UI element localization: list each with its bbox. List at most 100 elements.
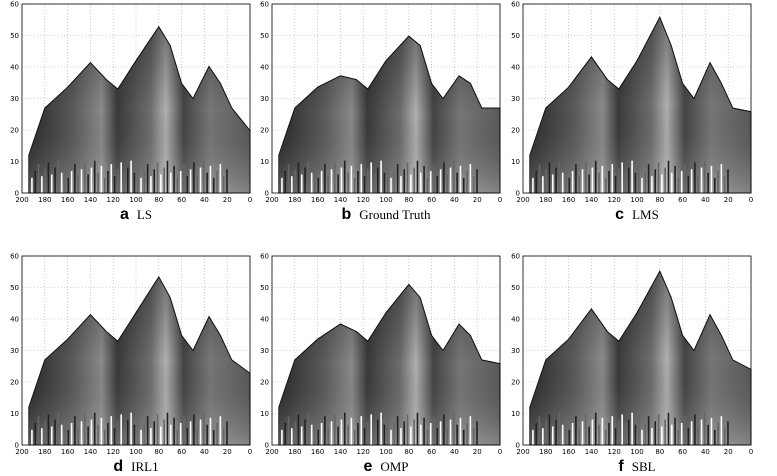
y-tick-label: 10 xyxy=(10,158,19,166)
surface-stripe xyxy=(439,169,442,193)
surface-stripe xyxy=(416,412,419,445)
surface-stripe xyxy=(50,426,53,445)
surface-stripe xyxy=(169,172,172,193)
y-tick-label: 0 xyxy=(265,442,269,450)
y-tick-label: 40 xyxy=(511,64,520,72)
y-tick-label: 30 xyxy=(511,95,520,103)
y-tick-label: 10 xyxy=(260,410,269,418)
surface-stripe xyxy=(216,423,218,445)
surface-stripe xyxy=(97,424,99,445)
surface-stripe xyxy=(611,164,614,193)
surface-stripe xyxy=(87,426,89,445)
surface-stripe xyxy=(446,426,449,445)
plot-frame xyxy=(271,255,501,446)
surface-stripe xyxy=(631,160,633,193)
surface-stripe xyxy=(350,417,353,445)
surface-stripe xyxy=(67,429,70,445)
surface-stripe xyxy=(126,167,129,193)
y-tick-label: 50 xyxy=(260,32,269,40)
surface-stripe xyxy=(153,169,156,193)
surface-stripe xyxy=(591,167,594,193)
surface-stripe xyxy=(103,429,106,445)
surface-stripe xyxy=(376,167,379,193)
surface-stripe xyxy=(80,421,83,445)
surface-stripe xyxy=(548,414,551,445)
surface-stripe xyxy=(347,424,349,445)
surface-stripe xyxy=(107,171,109,193)
surface-stripe xyxy=(469,416,472,445)
surface-stripe xyxy=(637,417,640,445)
surface-stripe xyxy=(624,426,627,445)
surface-stripe xyxy=(700,419,703,445)
surface-stripe xyxy=(150,176,152,193)
panel-letter: f xyxy=(618,458,624,475)
surface-stripe xyxy=(380,160,382,193)
y-tick-label: 60 xyxy=(511,253,520,261)
plot-frame xyxy=(522,3,752,194)
surface-stripe xyxy=(545,169,547,193)
surface-stripe xyxy=(723,176,726,193)
surface-stripe xyxy=(80,169,83,193)
x-tick-label: 100 xyxy=(379,196,392,204)
surface-stripe xyxy=(571,171,574,193)
surface-stripe xyxy=(222,428,225,445)
surface-stripe xyxy=(413,167,415,193)
surface-stripe xyxy=(472,176,475,193)
x-tick-label: 20 xyxy=(724,448,733,456)
surface-stripe xyxy=(532,177,534,193)
surface-stripe xyxy=(37,416,40,445)
surface-stripe xyxy=(677,429,680,445)
surface-stripe xyxy=(166,160,169,193)
surface-stripe xyxy=(416,160,419,193)
surface-stripe xyxy=(585,162,587,193)
surface-stripe xyxy=(297,162,300,193)
x-tick-label: 100 xyxy=(630,196,643,204)
surface-stripe xyxy=(707,172,709,193)
y-tick-label: 50 xyxy=(10,32,19,40)
surface-stripe xyxy=(419,424,422,445)
surface-stripe xyxy=(340,167,343,193)
panel-label: LS xyxy=(137,207,152,222)
y-tick-label: 60 xyxy=(10,1,19,9)
surface-stripe xyxy=(608,423,610,445)
panel-letter: a xyxy=(120,206,129,223)
surface-stripe xyxy=(183,416,185,445)
x-tick-label: 40 xyxy=(200,448,209,456)
surface-stripe xyxy=(664,167,666,193)
surface-stripe xyxy=(386,165,389,193)
surface-stripe xyxy=(396,416,399,445)
surface-stripe xyxy=(74,416,76,445)
surface-stripe xyxy=(163,167,165,193)
surface-stripe xyxy=(133,172,136,193)
surface-stripe xyxy=(317,429,320,445)
surface-stripe xyxy=(727,421,729,445)
surface-stripe xyxy=(710,165,713,193)
surface-stripe xyxy=(156,162,159,193)
panel-letter: c xyxy=(615,206,624,223)
surface-stripe xyxy=(634,424,637,445)
surface-stripe xyxy=(146,416,149,445)
surface-stripe xyxy=(203,160,205,193)
surface-stripe xyxy=(337,426,339,445)
surface-stripe xyxy=(330,421,333,445)
surface-stripe xyxy=(476,169,478,193)
x-tick-label: 120 xyxy=(608,196,621,204)
surface-stripe xyxy=(140,429,142,445)
surface-stripe xyxy=(357,171,359,193)
surface-stripe xyxy=(363,176,366,193)
surface-stripe xyxy=(353,177,356,193)
y-tick-label: 10 xyxy=(511,410,520,418)
surface-stripe xyxy=(697,426,700,445)
surface-stripe xyxy=(664,419,666,445)
surface-stripe xyxy=(611,416,614,445)
surface-stripe xyxy=(614,428,617,445)
surface-shade xyxy=(529,17,751,194)
x-tick-label: 120 xyxy=(357,196,370,204)
panel-label: LMS xyxy=(632,207,659,222)
y-tick-label: 0 xyxy=(265,190,269,198)
surface-stripe xyxy=(627,419,630,445)
surface-shade xyxy=(278,36,500,193)
x-tick-label: 140 xyxy=(84,448,97,456)
surface-stripe xyxy=(360,416,363,445)
surface-stripe xyxy=(31,177,33,193)
